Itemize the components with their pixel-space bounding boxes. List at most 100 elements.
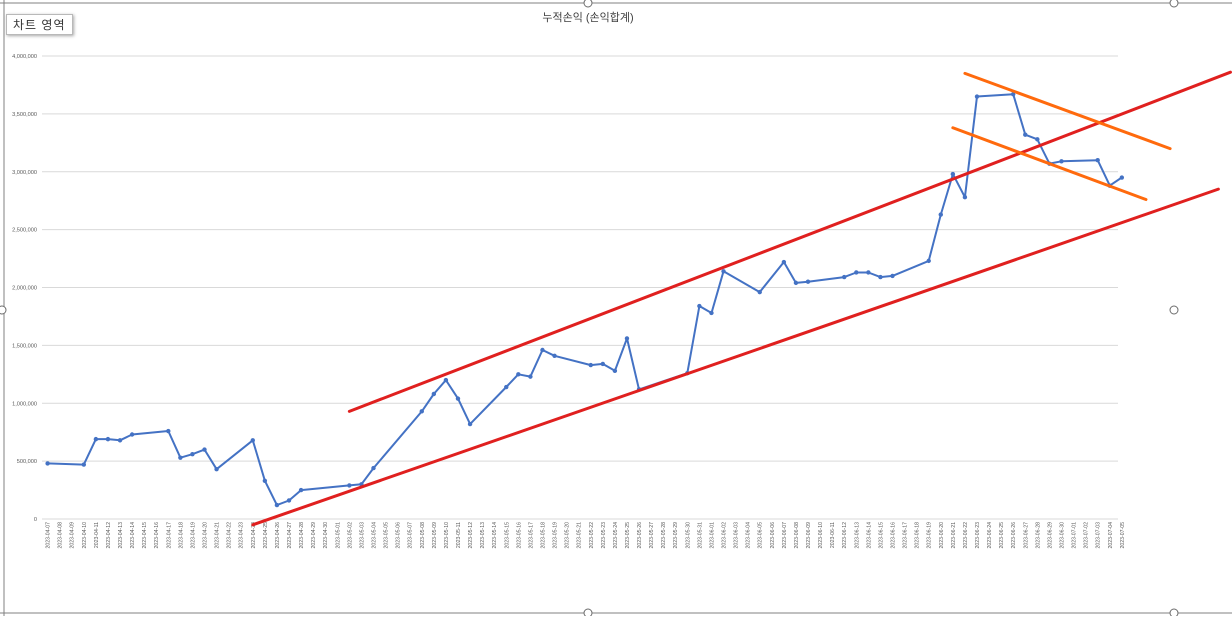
x-tick-label: 2023-06-28 [1035, 522, 1041, 549]
red-trendline [347, 70, 1232, 413]
x-tick-label: 2023-06-07 [782, 522, 788, 549]
x-tick-label: 2023-05-11 [456, 522, 462, 548]
data-point [1095, 157, 1100, 163]
x-tick-label: 2023-05-20 [565, 522, 571, 549]
data-point [274, 502, 280, 508]
x-tick-label: 2023-06-20 [939, 522, 945, 549]
data-point [926, 258, 931, 264]
x-tick-label: 2023-06-30 [1059, 522, 1065, 549]
x-tick-label: 2023-05-24 [613, 522, 619, 549]
resize-handle [1169, 608, 1179, 618]
x-tick-label: 2023-05-27 [649, 522, 655, 549]
x-tick-label: 2023-06-10 [818, 522, 824, 549]
x-tick-label: 2023-04-07 [46, 522, 52, 549]
x-tick-label: 2023-04-14 [130, 522, 136, 549]
x-tick-label: 2023-06-19 [927, 522, 933, 549]
x-tick-label: 2023-07-04 [1108, 522, 1114, 549]
x-tick-label: 2023-06-15 [878, 522, 884, 549]
x-tick-label: 2023-06-05 [758, 522, 764, 549]
x-tick-label: 2023-06-01 [709, 522, 715, 549]
data-point [178, 455, 183, 460]
resize-handle [0, 305, 7, 315]
x-tick-label: 2023-04-22 [227, 522, 233, 549]
x-tick-label: 2023-05-01 [335, 522, 341, 549]
x-tick-label: 2023-04-08 [58, 522, 64, 549]
x-tick-label: 2023-05-29 [673, 522, 679, 549]
x-tick-label: 2023-05-09 [432, 522, 438, 549]
data-point [81, 462, 87, 467]
resize-handle [583, 0, 593, 8]
data-point [93, 436, 99, 442]
data-point [612, 368, 618, 374]
data-point [250, 438, 255, 443]
x-tick-label: 2023-05-14 [492, 522, 498, 549]
y-tick-label: 3,500,000 [12, 112, 37, 118]
x-tick-label: 2023-04-13 [118, 522, 124, 549]
x-tick-label: 2023-04-23 [239, 522, 245, 549]
x-tick-label: 2023-06-24 [987, 522, 993, 549]
resize-handle [1169, 305, 1179, 315]
data-point [709, 310, 714, 316]
x-tick-label: 2023-05-25 [625, 522, 631, 549]
chart-title: 누적손익 (손익합계) [542, 11, 633, 24]
x-tick-label: 2023-07-01 [1072, 522, 1078, 549]
x-tick-label: 2023-06-04 [746, 522, 752, 549]
x-tick-label: 2023-06-27 [1023, 522, 1029, 549]
data-point [105, 436, 111, 442]
data-point [600, 361, 606, 367]
data-point [805, 279, 811, 284]
x-tick-label: 2023-06-16 [891, 522, 897, 549]
x-tick-label: 2023-05-04 [371, 522, 377, 549]
red-trendline [251, 187, 1220, 527]
data-point [455, 396, 461, 401]
data-point [190, 451, 195, 457]
data-point [262, 478, 268, 484]
x-tick-label: 2023-04-24 [251, 522, 257, 549]
x-tick-label: 2023-04-26 [275, 522, 281, 549]
data-point [528, 374, 533, 379]
data-point [347, 483, 352, 488]
x-tick-label: 2023-04-17 [166, 522, 172, 549]
data-point [202, 447, 207, 452]
x-tick-label: 2023-06-26 [1011, 522, 1017, 549]
data-point [214, 467, 219, 472]
data-point [129, 432, 135, 437]
x-tick-label: 2023-07-05 [1120, 522, 1126, 549]
x-tick-label: 2023-06-22 [963, 522, 969, 549]
y-tick-label: 3,000,000 [12, 170, 37, 176]
data-point [431, 391, 437, 397]
data-point [1035, 137, 1040, 142]
y-tick-label: 500,000 [17, 459, 37, 465]
data-point [962, 195, 968, 200]
x-tick-label: 2023-04-12 [106, 522, 112, 549]
data-point [419, 409, 424, 414]
x-tick-label: 2023-06-23 [975, 522, 981, 549]
x-tick-label: 2023-05-07 [408, 522, 414, 549]
data-point [950, 171, 956, 177]
x-tick-label: 2023-04-28 [299, 522, 305, 549]
x-tick-label: 2023-05-06 [396, 522, 402, 549]
x-tick-label: 2023-04-20 [203, 522, 209, 549]
data-point [45, 461, 50, 466]
resize-handle [1169, 0, 1179, 8]
data-point [974, 94, 980, 99]
x-tick-label: 2023-04-29 [311, 522, 317, 549]
x-tick-label: 2023-04-27 [287, 522, 293, 549]
x-tick-label: 2023-05-21 [577, 522, 583, 549]
data-point [1119, 175, 1125, 180]
data-point [540, 347, 545, 353]
x-tick-label: 2023-05-31 [697, 522, 703, 549]
data-point [371, 465, 376, 471]
data-point [467, 421, 473, 427]
data-point [854, 270, 859, 275]
x-tick-label: 2023-06-13 [854, 522, 860, 549]
data-point [298, 487, 304, 493]
x-tick-label: 2023-06-02 [722, 522, 728, 549]
x-tick-label: 2023-05-19 [553, 522, 559, 549]
x-tick-label: 2023-05-17 [528, 522, 534, 549]
x-tick-label: 2023-06-14 [866, 522, 872, 549]
x-tick-label: 2023-05-30 [685, 522, 691, 549]
x-tick-label: 2023-05-15 [504, 522, 510, 549]
x-tick-label: 2023-04-21 [215, 522, 221, 549]
